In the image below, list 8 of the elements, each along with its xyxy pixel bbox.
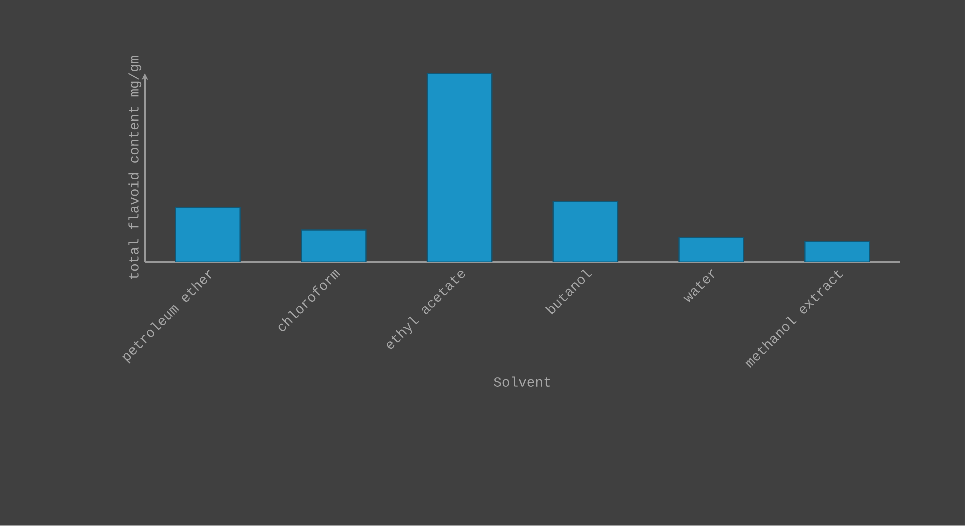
bar	[301, 230, 367, 262]
x-axis-title: Solvent	[494, 376, 550, 388]
bar	[678, 237, 744, 262]
bar	[175, 207, 241, 262]
bar	[804, 241, 870, 262]
y-axis-title: total flavoid content mg/gm	[128, 56, 142, 280]
bar	[426, 74, 493, 262]
bar	[552, 201, 619, 262]
